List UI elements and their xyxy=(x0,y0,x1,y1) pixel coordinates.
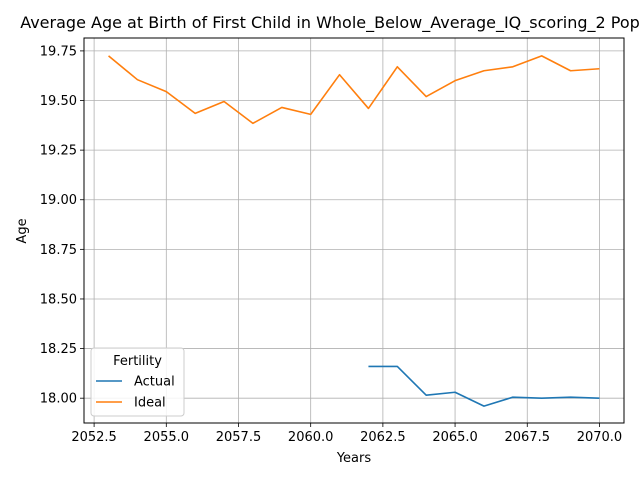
legend-title: Fertility xyxy=(113,354,162,369)
plot-frame xyxy=(83,37,625,424)
y-tick-label: 18.00 xyxy=(40,392,77,407)
x-tick-label: 2070.0 xyxy=(577,430,623,445)
y-tick-label: 19.25 xyxy=(40,144,77,159)
legend-label-actual: Actual xyxy=(134,375,175,390)
x-tick-label: 2055.0 xyxy=(144,430,190,445)
y-tick-label: 19.00 xyxy=(40,193,77,208)
y-tick-label: 18.75 xyxy=(40,243,77,258)
x-tick-label: 2057.5 xyxy=(216,430,262,445)
legend-box xyxy=(90,347,185,417)
legend-label-ideal: Ideal xyxy=(134,396,166,411)
y-tick-label: 19.75 xyxy=(40,44,77,59)
x-tick-label: 2062.5 xyxy=(360,430,406,445)
grid-lines xyxy=(84,38,624,423)
x-tick-label: 2065.0 xyxy=(432,430,478,445)
axis-ticks: 2052.5 2055.0 2057.5 2060.0 2062.5 2065.0 2067… xyxy=(40,44,622,445)
x-axis-label: Years xyxy=(336,451,372,466)
x-tick-label: 2060.0 xyxy=(288,430,334,445)
y-tick-label: 18.50 xyxy=(40,292,77,307)
x-tick-label: 2052.5 xyxy=(71,430,117,445)
x-tick-label: 2067.5 xyxy=(505,430,551,445)
series-line-actual xyxy=(368,365,600,407)
series-lines xyxy=(108,55,600,407)
y-tick-label: 19.50 xyxy=(40,94,77,109)
legend[interactable]: Fertility Actual Ideal xyxy=(90,347,185,417)
y-axis-label: Age xyxy=(15,218,30,243)
y-tick-label: 18.25 xyxy=(40,342,77,357)
series-line-ideal xyxy=(108,55,600,125)
chart-title: Average Age at Birth of First Child in W… xyxy=(20,13,640,33)
